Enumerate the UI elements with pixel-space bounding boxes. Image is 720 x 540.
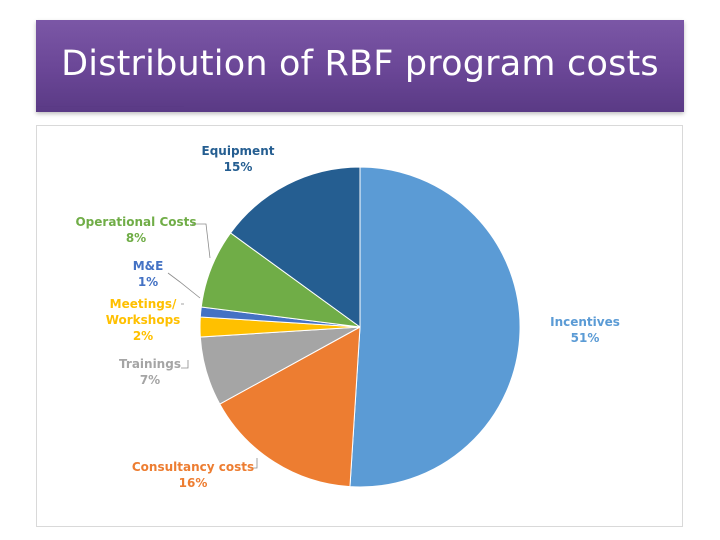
- title-underline: [36, 106, 184, 107]
- leader-line: [181, 360, 189, 369]
- leader-line: [250, 458, 258, 469]
- slice-value-label: 2%: [133, 329, 153, 343]
- slide-title: Distribution of RBF program costs: [61, 44, 659, 84]
- slice-value-label: 51%: [571, 331, 600, 345]
- pie-slice-incentives: [349, 166, 521, 488]
- slice-label: Meetings/Workshops 2%: [106, 297, 181, 343]
- slice-label: M&E 1%: [133, 259, 164, 289]
- slice-label: Trainings 7%: [119, 357, 181, 387]
- slice-value-label: 7%: [140, 373, 160, 387]
- pie-slices: [199, 166, 521, 488]
- leader-lines: [167, 223, 258, 469]
- slice-value-label: 8%: [126, 231, 146, 245]
- slice-label: Equipment 15%: [202, 144, 275, 174]
- slice-value-label: 1%: [138, 275, 158, 289]
- slice-labels: Incentives 51% Consultancy costs 16% Trainin…: [75, 144, 619, 490]
- pie-slice-consultancy-costs: [219, 326, 361, 488]
- slice-value-label: 15%: [224, 160, 253, 174]
- leader-line: [192, 223, 211, 259]
- slice-label: Incentives 51%: [550, 315, 620, 345]
- leader-line: [167, 272, 201, 299]
- slice-label: Operational Costs 8%: [75, 215, 196, 245]
- title-banner: Distribution of RBF program costs: [36, 20, 684, 112]
- slice-value-label: 16%: [179, 476, 208, 490]
- slice-label: Consultancy costs 16%: [132, 460, 254, 490]
- pie-slice-equipment: [229, 166, 361, 328]
